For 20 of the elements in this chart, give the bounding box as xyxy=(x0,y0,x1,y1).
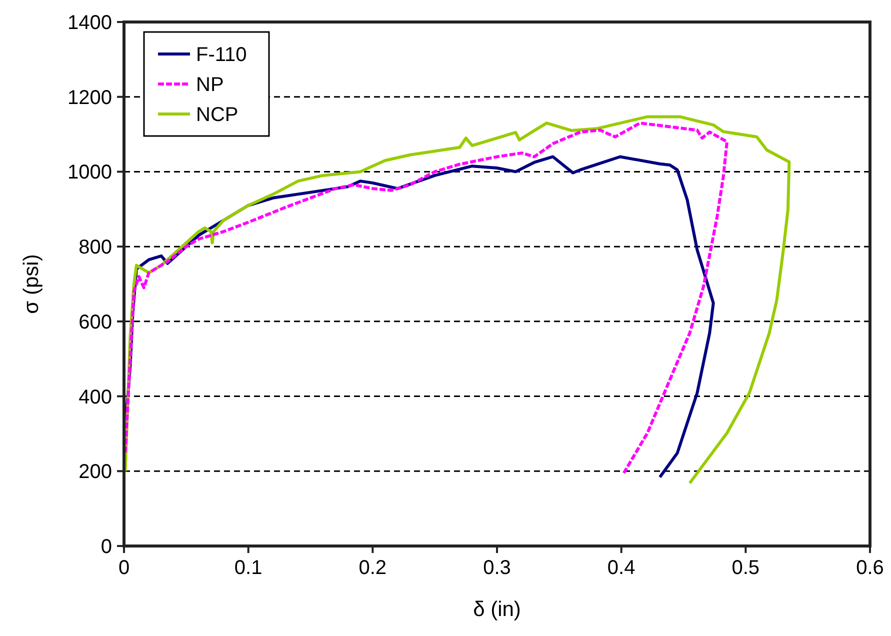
x-tick-label: 0 xyxy=(118,557,130,579)
y-axis-title: σ (psi) xyxy=(20,254,43,314)
legend-label: NCP xyxy=(196,104,238,126)
legend-label: NP xyxy=(196,74,224,96)
x-tick-label: 0.6 xyxy=(856,557,884,579)
x-tick-label: 0.3 xyxy=(483,557,511,579)
x-tick-label: 0.1 xyxy=(234,557,262,579)
y-tick-label: 1400 xyxy=(68,12,112,34)
y-tick-label: 1000 xyxy=(68,162,112,184)
x-tick-label: 0.2 xyxy=(358,557,387,579)
y-tick-label: 800 xyxy=(78,236,112,259)
legend-label: F-110 xyxy=(196,44,247,66)
y-tick-label: 1200 xyxy=(68,86,112,109)
x-tick-label: 0.4 xyxy=(607,557,636,579)
y-tick-label: 600 xyxy=(78,311,112,334)
y-tick-label: 200 xyxy=(78,461,112,484)
x-axis-title: δ (in) xyxy=(473,598,521,621)
x-tick-label: 0.5 xyxy=(732,557,760,579)
y-tick-label: 400 xyxy=(78,386,112,408)
y-tick-label: 0 xyxy=(100,536,112,558)
